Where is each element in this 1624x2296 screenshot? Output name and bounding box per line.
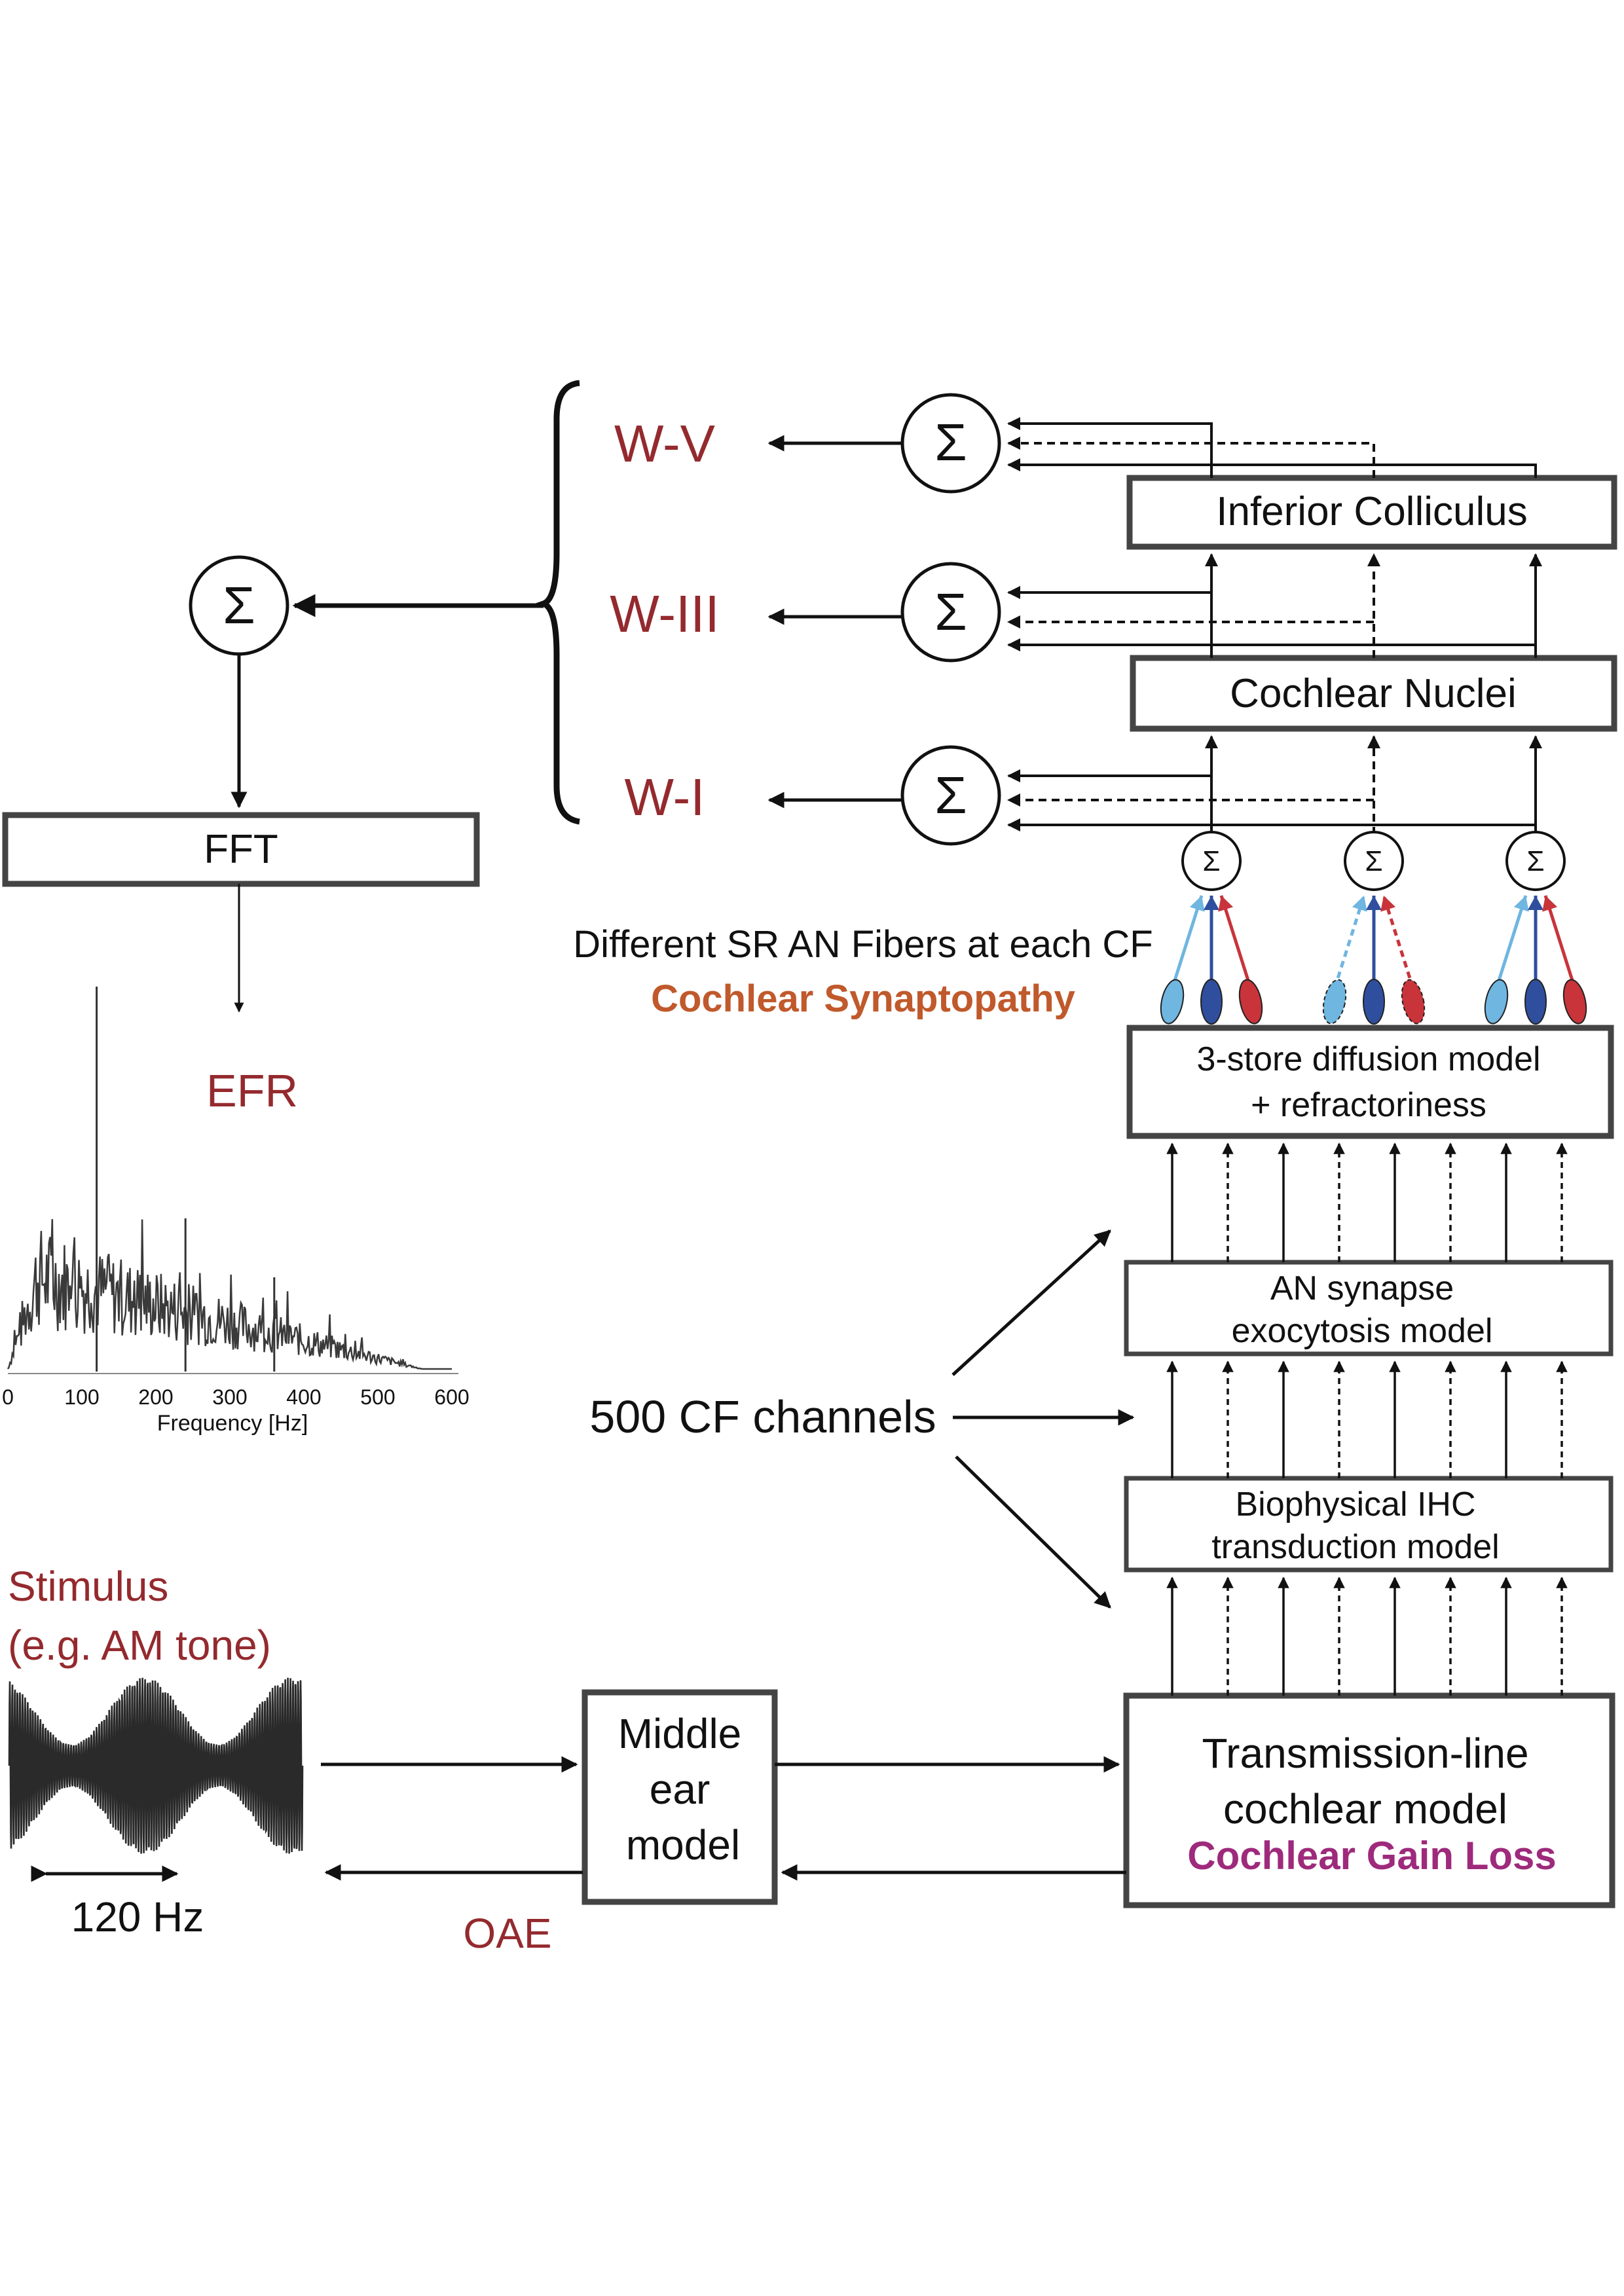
efr-spectrum-plot: 0 100 200 300 400 500 600 Frequency [Hz] [2, 987, 470, 1436]
efr-spectrum-trace [7, 1219, 452, 1370]
efr-tick-label: 200 [138, 1385, 173, 1409]
efr-tick-label: 100 [64, 1385, 99, 1409]
high-sr-fiber [1380, 895, 1426, 1025]
diffusion-model-box: 3-store diffusion model + refractoriness [1126, 1025, 1614, 1139]
wave-iii-label: W-III [610, 585, 719, 643]
diffusion-line2: + refractoriness [1251, 1086, 1486, 1124]
wave-brace [534, 380, 580, 825]
efr-x-axis-label: Frequency [Hz] [157, 1411, 308, 1436]
wave-v-label: W-V [614, 414, 716, 473]
fft-box: FFT [2, 812, 480, 887]
efr-tick-label: 0 [2, 1385, 14, 1409]
sum-node-wiii: Σ [900, 562, 1001, 663]
fibers-label: Different SR AN Fibers at each CF [573, 923, 1153, 966]
an-to-wi-connections [1007, 769, 1536, 831]
sum-icon: Σ [934, 413, 967, 471]
sum-icon: Σ [934, 583, 967, 641]
low-sr-fiber [1484, 895, 1529, 1025]
stimulus-subtitle: (e.g. AM tone) [8, 1622, 271, 1669]
inferior-colliculus-box: Inferior Colliculus [1126, 475, 1617, 550]
sum-node-wi: Σ [900, 745, 1001, 846]
middle-ear-line2: ear [650, 1766, 710, 1813]
synapse-line1: AN synapse [1270, 1269, 1454, 1307]
efr-tick-label: 300 [212, 1385, 247, 1409]
sum-node-wv: Σ [900, 393, 1001, 494]
high-sr-fiber [1218, 895, 1263, 1025]
sum-icon: Σ [1365, 845, 1382, 877]
sum-icon: Σ [934, 766, 967, 824]
sum-icon: Σ [1202, 845, 1220, 877]
efr-tick-label: 400 [286, 1385, 321, 1409]
cochlear-nuclei-box: Cochlear Nuclei [1130, 655, 1617, 732]
synaptopathy-label: Cochlear Synaptopathy [651, 977, 1075, 1020]
cf-channel-pointers [951, 1230, 1135, 1609]
ihc-line1: Biophysical IHC [1235, 1485, 1475, 1523]
oae-label: OAE [463, 1910, 551, 1957]
fft-label: FFT [204, 827, 278, 872]
diffusion-line1: 3-store diffusion model [1196, 1040, 1540, 1078]
mid-sr-fiber [1200, 896, 1223, 1025]
ihc-transduction-box: Biophysical IHC transduction model [1124, 1476, 1614, 1573]
middle-ear-line3: model [626, 1821, 740, 1868]
sum-icon: Σ [1526, 845, 1544, 877]
efr-label: EFR [206, 1065, 298, 1116]
am-tone-waveform [8, 1677, 304, 1854]
gain-loss-label: Cochlear Gain Loss [1187, 1834, 1557, 1878]
low-sr-fiber [1322, 895, 1367, 1025]
vertical-pathways [1205, 553, 1542, 835]
cn-to-wiii-connections [1007, 586, 1536, 651]
transmission-line-box: Transmission-line cochlear model Cochlea… [1123, 1692, 1615, 1908]
sum-icon: Σ [223, 576, 255, 634]
modulation-frequency-label: 120 Hz [71, 1893, 204, 1941]
mid-sr-fiber [1524, 896, 1547, 1025]
ic-to-wv-connections [1007, 417, 1537, 478]
high-sr-fiber [1542, 895, 1587, 1025]
stimulus-title: Stimulus [8, 1563, 168, 1610]
inferior-colliculus-label: Inferior Colliculus [1216, 489, 1528, 534]
cf-channel-arrows [1166, 1142, 1568, 1696]
sum-node-cf-3: Σ [1505, 831, 1566, 891]
mid-sr-fiber [1363, 896, 1385, 1025]
ihc-line2: transduction model [1211, 1528, 1499, 1566]
an-synapse-box: AN synapse exocytosis model [1124, 1260, 1614, 1357]
middle-ear-box: Middle ear model [581, 1689, 778, 1905]
sum-node-cf-1: Σ [1181, 831, 1242, 891]
signal-flow-arrows [321, 1756, 1126, 1881]
cf-channels-label: 500 CF channels [589, 1391, 936, 1442]
tl-line2: cochlear model [1223, 1785, 1507, 1832]
tl-line1: Transmission-line [1202, 1730, 1528, 1777]
synapse-line2: exocytosis model [1232, 1312, 1493, 1350]
am-tone-trace [8, 1677, 304, 1854]
middle-ear-line1: Middle [618, 1710, 742, 1757]
sum-node-efr: Σ [189, 555, 289, 656]
cochlear-nuclei-label: Cochlear Nuclei [1230, 671, 1517, 716]
wave-i-label: W-I [625, 768, 705, 826]
efr-tick-label: 600 [434, 1385, 469, 1409]
an-fiber-groups [1160, 895, 1587, 1025]
efr-tick-label: 500 [360, 1385, 395, 1409]
sum-node-cf-2: Σ [1344, 831, 1404, 891]
low-sr-fiber [1160, 895, 1205, 1025]
